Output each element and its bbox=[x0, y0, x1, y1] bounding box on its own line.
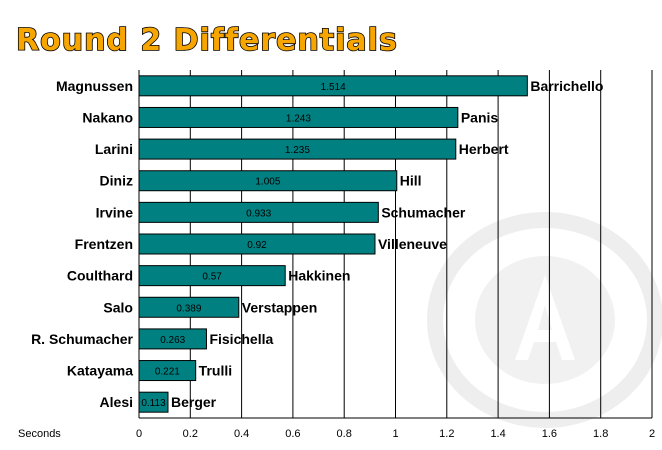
bar-value-label: 1.005 bbox=[255, 177, 280, 188]
bar-value-label: 1.514 bbox=[321, 82, 346, 93]
x-tick-label: 1.6 bbox=[542, 428, 557, 440]
category-label: Magnussen bbox=[56, 78, 133, 94]
bar-value-label: 0.263 bbox=[160, 335, 185, 346]
paired-driver-label: Fisichella bbox=[209, 331, 273, 347]
x-axis-ticks: 0 0.2 0.4 0.6 0.8 1 1.2 1.4 1.6 1.8 2 bbox=[136, 428, 655, 440]
category-label: Nakano bbox=[82, 109, 133, 125]
x-tick-label: 2 bbox=[649, 428, 655, 440]
paired-driver-label: Herbert bbox=[459, 141, 509, 157]
paired-driver-label: Hakkinen bbox=[288, 268, 350, 284]
category-label: Diniz bbox=[100, 173, 133, 189]
category-label: Frentzen bbox=[75, 236, 133, 252]
x-axis-label: Seconds bbox=[18, 428, 61, 440]
x-tick-label: 1.4 bbox=[490, 428, 505, 440]
category-label: Katayama bbox=[67, 363, 133, 379]
bar-value-label: 1.243 bbox=[286, 113, 311, 124]
paired-driver-label: Berger bbox=[171, 394, 217, 410]
category-label: Coulthard bbox=[67, 268, 133, 284]
chart-title: Round 2 Differentials bbox=[16, 23, 398, 58]
watermark-logo bbox=[427, 212, 662, 428]
bar-value-label: 0.389 bbox=[176, 303, 201, 314]
paired-driver-label: Villeneuve bbox=[378, 236, 447, 252]
category-label: Alesi bbox=[100, 394, 133, 410]
bar-value-label: 0.933 bbox=[246, 208, 271, 219]
x-tick-label: 0.2 bbox=[183, 428, 198, 440]
bar-value-label: 0.57 bbox=[202, 272, 222, 283]
category-label: Salo bbox=[103, 299, 133, 315]
x-tick-label: 0 bbox=[136, 428, 142, 440]
category-label: R. Schumacher bbox=[31, 331, 133, 347]
bar-value-label: 0.113 bbox=[141, 398, 166, 409]
bars-group bbox=[138, 75, 528, 413]
category-label: Larini bbox=[95, 141, 133, 157]
paired-driver-label: Trulli bbox=[199, 363, 232, 379]
paired-driver-label: Barrichello bbox=[530, 78, 603, 94]
bar-value-label: 0.221 bbox=[155, 367, 180, 378]
paired-driver-label: Schumacher bbox=[381, 204, 466, 220]
x-tick-label: 0.8 bbox=[337, 428, 352, 440]
row-labels-group: 1.514 Magnussen Barrichello 1.243 Nakano Pani… bbox=[31, 78, 603, 410]
x-tick-label: 1.2 bbox=[439, 428, 454, 440]
bar-value-label: 0.92 bbox=[247, 240, 267, 251]
category-label: Irvine bbox=[96, 204, 134, 220]
x-tick-label: 1.8 bbox=[593, 428, 608, 440]
bar-value-label: 1.235 bbox=[285, 145, 310, 156]
paired-driver-label: Hill bbox=[400, 173, 422, 189]
x-tick-label: 1 bbox=[392, 428, 398, 440]
paired-driver-label: Panis bbox=[461, 109, 499, 125]
x-tick-label: 0.6 bbox=[285, 428, 300, 440]
x-tick-label: 0.4 bbox=[234, 428, 249, 440]
paired-driver-label: Verstappen bbox=[242, 299, 317, 315]
